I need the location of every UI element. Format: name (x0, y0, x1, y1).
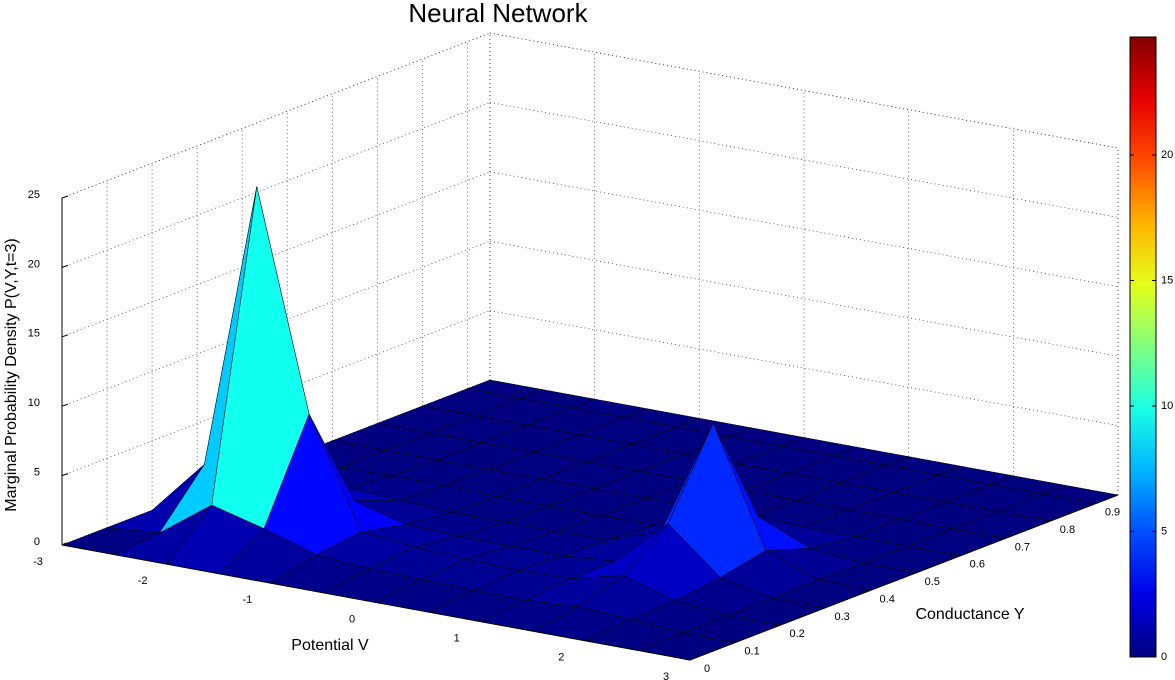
y-tick (999, 536, 1006, 539)
z-tick-label: 5 (34, 467, 40, 479)
z-tick (61, 403, 69, 407)
grid-line (61, 310, 491, 476)
x-tick-label: -3 (33, 556, 43, 568)
x-tick (166, 561, 171, 565)
y-tick (774, 623, 781, 626)
z-tick-label: 25 (28, 189, 40, 201)
colorbar-tick-label: 0 (1161, 651, 1167, 663)
z-tick-label: 20 (28, 258, 40, 270)
x-tick-label: 1 (454, 633, 460, 645)
x-tick-label: -1 (242, 594, 252, 606)
y-tick-label: 0.5 (925, 576, 940, 588)
x-tick (61, 542, 67, 546)
y-tick-label: 0.6 (970, 559, 985, 571)
x-tick-label: 3 (663, 671, 669, 680)
grid-line (489, 240, 1119, 357)
colorbar-tick-label: 10 (1161, 400, 1173, 412)
y-tick (954, 554, 961, 557)
grid-line (61, 240, 491, 407)
y-tick-label: 0.4 (880, 593, 895, 605)
grid-line (489, 102, 1119, 218)
z-tick (61, 195, 69, 199)
y-tick-label: 0.9 (1105, 507, 1120, 519)
grid-line (61, 102, 491, 268)
x-tick (689, 657, 695, 661)
x-tick-label: 2 (558, 652, 564, 664)
x-tick-label: -2 (138, 575, 148, 587)
z-tick (61, 334, 69, 338)
grid-line (489, 32, 1119, 149)
grid-line (61, 32, 491, 199)
y-tick (909, 571, 916, 574)
z-tick-label: 15 (28, 328, 40, 340)
y-tick (1089, 502, 1096, 505)
y-axis-label: Conductance Y (915, 606, 1024, 623)
y-tick-label: 0.3 (835, 611, 850, 623)
z-tick-label: 0 (34, 536, 40, 548)
y-tick (1044, 519, 1051, 522)
y-tick-label: 0.2 (789, 628, 804, 640)
z-tick-label: 10 (28, 397, 40, 409)
x-tick (375, 600, 381, 603)
colorbar-tick-label: 20 (1161, 149, 1173, 161)
z-tick (61, 264, 69, 268)
x-tick-label: 0 (349, 613, 355, 625)
x-axis-label: Potential V (291, 637, 369, 654)
z-tick (61, 473, 69, 477)
y-tick-label: 0.8 (1060, 524, 1075, 536)
x-tick (480, 619, 485, 623)
x-tick (585, 638, 590, 642)
y-tick-label: 0 (704, 663, 710, 675)
y-tick (728, 641, 736, 644)
y-tick-label: 0.7 (1015, 541, 1030, 553)
z-axis-label: Marginal Probability Density P(V,Y,t=3) (3, 238, 20, 511)
y-tick (683, 658, 691, 661)
grid-line (489, 32, 1119, 149)
chart-title: Neural Network (408, 0, 588, 28)
colorbar: 0 5 10 15 20 (1129, 36, 1173, 663)
y-tick-label: 0.1 (744, 646, 759, 658)
colorbar-tick-label: 15 (1161, 274, 1173, 286)
labels: 0 5 10 15 20 25 -3 -2 -1 0 1 2 3 0 0.1 0.2 0.3 0.4 0.5 0.6 0… (28, 189, 1120, 680)
grid-line (61, 171, 491, 338)
colorbar-tick-label: 5 (1161, 525, 1167, 537)
axis-line (689, 494, 1119, 661)
x-tick (271, 580, 276, 584)
grid-line (489, 310, 1119, 426)
y-tick (819, 606, 826, 609)
colorbar-scale (1129, 36, 1157, 658)
y-tick (864, 589, 871, 592)
surface (61, 186, 1119, 661)
